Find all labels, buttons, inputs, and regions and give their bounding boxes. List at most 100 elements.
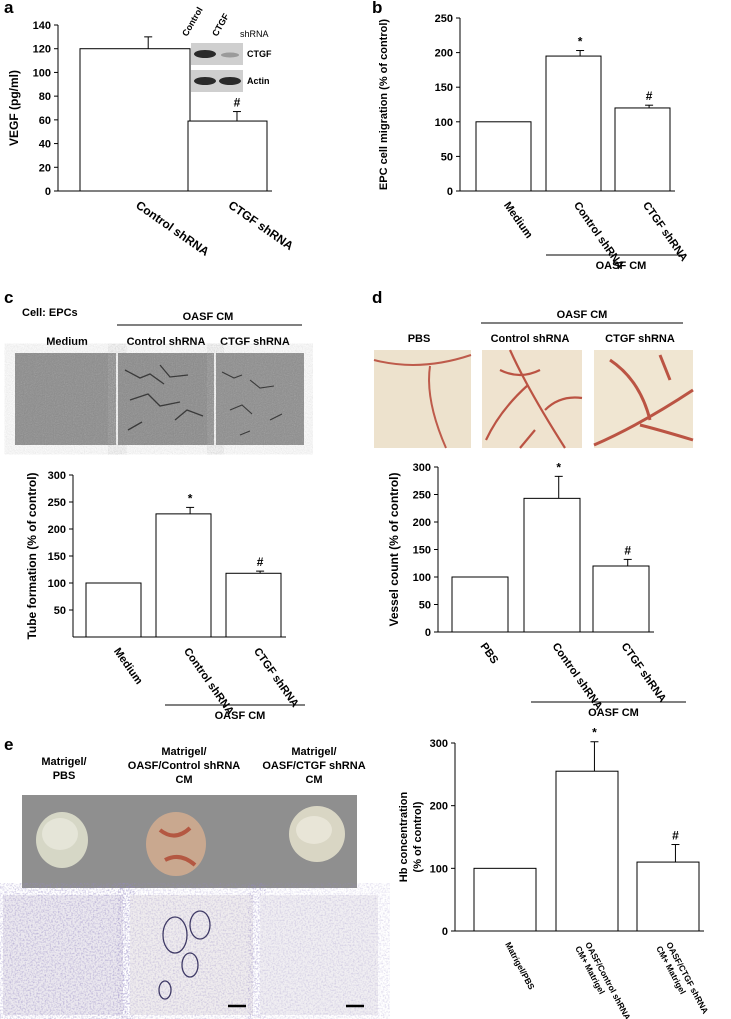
significance-marker: #: [257, 555, 264, 569]
blot-ctgf-band-control: [194, 50, 216, 58]
y-tick-label: 0: [45, 186, 51, 198]
y-tick-label: 100: [33, 67, 51, 79]
x-tick-label-line2: CM+ Matrigel: [573, 944, 607, 996]
bar: [475, 121, 532, 192]
bar: [79, 48, 191, 192]
histology-ctgf-shrna: [260, 895, 378, 1015]
blot-row-ctgf: CTGF: [247, 49, 272, 59]
micrograph-control-shrna: [118, 353, 214, 445]
x-tick-label: Control shRNA: [550, 641, 605, 712]
x-tick-label: Control shRNA: [571, 200, 626, 271]
bar: [85, 582, 142, 638]
cam-image-pbs: [373, 350, 472, 449]
col-pbs-label: PBS: [408, 333, 431, 345]
y-tick-label: 100: [413, 572, 431, 584]
y-tick-label: 200: [430, 801, 448, 813]
x-tick-label: Medium: [501, 200, 535, 241]
col-ctgf-label: CTGF shRNA: [220, 336, 290, 348]
blot-ctgf-band-ctgf: [221, 52, 239, 58]
blot-actin-strip: [191, 70, 243, 92]
bar: [636, 861, 700, 932]
bar: [187, 120, 268, 192]
panel-label-a: a: [4, 0, 14, 17]
bar: [225, 572, 282, 638]
y-tick-label: 120: [33, 44, 51, 56]
significance-marker: *: [188, 491, 193, 505]
bar: [545, 55, 602, 192]
e-col1-line2: PBS: [53, 770, 76, 782]
x-tick-label: Control shRNA: [181, 646, 236, 717]
histology-control-shrna: [130, 895, 253, 1015]
y-tick-label: 150: [435, 82, 453, 94]
y-tick-label: 100: [435, 117, 453, 129]
x-tick-label: CTGF shRNA: [226, 198, 297, 253]
blot-row-actin: Actin: [247, 76, 270, 86]
e-col3-line3: CM: [305, 774, 322, 786]
significance-marker: #: [646, 89, 653, 103]
y-tick-label: 300: [413, 462, 431, 474]
y-tick-label: 150: [413, 545, 431, 557]
blot-col-ctgf: CTGF: [210, 11, 231, 38]
e-col2-line2: OASF/Control shRNA: [128, 760, 240, 772]
bar: [451, 576, 509, 633]
micrograph-medium: [15, 353, 116, 445]
x-tick-label: CTGF shRNA: [251, 646, 301, 710]
bar: [473, 867, 537, 932]
y-axis-label-line1: Hb concentration: [398, 791, 410, 882]
bar: [592, 565, 650, 633]
e-col3-line1: Matrigel/: [291, 746, 336, 758]
y-tick-label: 250: [435, 13, 453, 25]
bar: [155, 513, 212, 638]
x-tick-label: CTGF shRNA: [619, 641, 669, 705]
e-col3-line2: OASF/CTGF shRNA: [262, 760, 365, 772]
panel-label-c: c: [4, 288, 14, 307]
significance-marker: #: [672, 829, 679, 843]
bar: [614, 107, 671, 192]
y-tick-label: 0: [447, 186, 453, 198]
col-control-label: Control shRNA: [127, 336, 206, 348]
plug-ctgf-shrna: [289, 806, 345, 862]
plug-control-shrna: [146, 812, 206, 876]
blot-col-control: Control: [180, 5, 205, 38]
y-axis-label: EPC cell migration (% of control): [378, 19, 390, 190]
panel-label-b: b: [372, 0, 383, 17]
y-tick-label: 50: [419, 600, 431, 612]
blot-ctgf-strip: [191, 43, 243, 65]
y-tick-label: 60: [39, 115, 51, 127]
group-label: OASF CM: [588, 707, 639, 719]
bar: [523, 497, 581, 633]
significance-marker: *: [556, 460, 561, 474]
y-tick-label: 250: [413, 490, 431, 502]
x-tick-label: Control shRNA: [133, 198, 212, 259]
x-tick-label: PBS: [478, 641, 501, 666]
panel-label-d: d: [372, 288, 383, 307]
plug-pbs: [36, 812, 88, 868]
blot-col-shrna: shRNA: [240, 29, 269, 39]
col-ctgf-label-d: CTGF shRNA: [605, 333, 675, 345]
x-tick-label-line1: OASF/CTGF shRNA: [664, 940, 710, 1015]
panel-d-group-label: OASF CM: [557, 309, 608, 321]
e-col1-line1: Matrigel/: [41, 756, 86, 768]
significance-marker: *: [578, 35, 583, 49]
y-axis-label: VEGF (pg/ml): [7, 70, 21, 146]
x-tick-label-line2: CM+ Matrigel: [654, 944, 688, 996]
cam-image-control: [482, 349, 583, 449]
y-tick-label: 80: [39, 91, 51, 103]
y-tick-label: 100: [430, 863, 448, 875]
y-tick-label: 200: [435, 48, 453, 60]
col-control-label-d: Control shRNA: [491, 333, 570, 345]
x-tick-label-line1: OASF/Control shRNA: [583, 940, 633, 1019]
x-tick-label: Matrigel/PBS: [503, 940, 537, 991]
significance-marker: #: [624, 543, 631, 557]
y-tick-label: 140: [33, 20, 51, 32]
group-label: OASF CM: [215, 710, 266, 722]
y-axis-label: Tube formation (% of control): [25, 472, 39, 639]
